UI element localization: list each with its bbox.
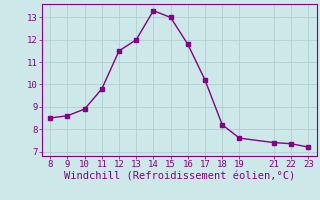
X-axis label: Windchill (Refroidissement éolien,°C): Windchill (Refroidissement éolien,°C) bbox=[64, 172, 295, 182]
